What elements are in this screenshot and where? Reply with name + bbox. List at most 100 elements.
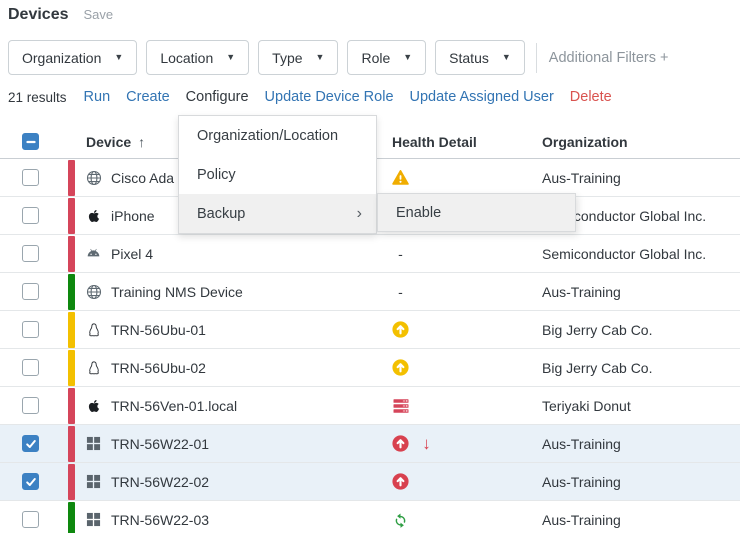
table-body: Cisco Ada Aus-Training iPhone Semiconductor… xyxy=(0,159,740,533)
chevron-right-icon: › xyxy=(356,204,362,222)
action-configure[interactable]: Configure xyxy=(185,89,249,105)
row-checkbox[interactable] xyxy=(22,435,39,452)
filter-label: Organization xyxy=(22,49,102,66)
action-delete[interactable]: Delete xyxy=(569,89,612,105)
organization-cell: Big Jerry Cab Co. xyxy=(542,321,653,338)
menu-item-policy[interactable]: Policy xyxy=(179,155,376,194)
device-cell: TRN-56W22-03 xyxy=(68,501,392,533)
row-checkbox-cell xyxy=(0,473,68,490)
chevron-down-icon: ▼ xyxy=(315,52,325,62)
linux-icon xyxy=(85,321,102,338)
row-checkbox[interactable] xyxy=(22,169,39,186)
device-column-header[interactable]: Device ↑ xyxy=(68,125,392,158)
device-name[interactable]: iPhone xyxy=(111,207,155,224)
table-row[interactable]: Training NMS Device - Aus-Training xyxy=(0,273,740,311)
action-update-assigned-user[interactable]: Update Assigned User xyxy=(409,89,554,105)
device-cell: Pixel 4 xyxy=(68,235,392,272)
filter-dropdown-status[interactable]: Status ▼ xyxy=(435,40,525,75)
device-name[interactable]: Training NMS Device xyxy=(111,283,243,300)
health-detail-cell: - xyxy=(392,245,542,262)
action-update-device-role[interactable]: Update Device Role xyxy=(264,89,394,105)
health-detail-cell xyxy=(392,169,542,186)
organization-cell: Aus-Training xyxy=(542,511,621,528)
filter-dropdown-organization[interactable]: Organization ▼ xyxy=(8,40,138,75)
configure-context-menu: Organization/Location Policy Backup › xyxy=(178,115,377,234)
apple-icon xyxy=(85,207,102,224)
menu-item-organization-location[interactable]: Organization/Location xyxy=(179,116,376,155)
device-name[interactable]: TRN-56W22-03 xyxy=(111,511,210,528)
status-bar-green xyxy=(68,273,75,310)
device-name[interactable]: Pixel 4 xyxy=(111,245,154,262)
row-checkbox[interactable] xyxy=(22,321,39,338)
organization-column-header[interactable]: Organization xyxy=(542,134,740,150)
device-name[interactable]: TRN-56Ven-01.local xyxy=(111,397,238,414)
menu-item-label: Policy xyxy=(197,166,236,183)
table-row[interactable]: TRN-56W22-03 Aus-Training xyxy=(0,501,740,533)
row-checkbox-cell xyxy=(0,169,68,186)
down-arrow-red-icon: ↓ xyxy=(422,434,431,453)
filter-label: Role xyxy=(361,49,391,66)
action-links: Run Create Configure Update Device Role Upda… xyxy=(84,89,612,105)
dash: - xyxy=(398,245,403,262)
device-cell: iPhone xyxy=(68,197,392,234)
table-row[interactable]: TRN-56Ubu-02 Big Jerry Cab Co. xyxy=(0,349,740,387)
device-name[interactable]: Cisco Ada xyxy=(111,169,175,186)
filter-divider xyxy=(535,42,537,73)
filter-label: Type xyxy=(272,49,303,66)
device-header-label: Device xyxy=(86,133,132,150)
action-create[interactable]: Create xyxy=(126,89,170,105)
filter-dropdown-type[interactable]: Type ▼ xyxy=(258,40,339,75)
action-bar: 21 results Run Create Configure Update Devi… xyxy=(8,89,612,105)
row-checkbox[interactable] xyxy=(22,283,39,300)
table-row[interactable]: TRN-56W22-02 Aus-Training xyxy=(0,463,740,501)
health-detail-cell xyxy=(392,321,542,338)
row-checkbox-cell xyxy=(0,435,68,452)
health-header-label: Health Detail xyxy=(392,133,477,150)
table-row[interactable]: Pixel 4 - Semiconductor Global Inc. xyxy=(0,235,740,273)
row-checkbox[interactable] xyxy=(22,359,39,376)
row-checkbox[interactable] xyxy=(22,207,39,224)
status-bar-red xyxy=(68,235,75,272)
warning-triangle-icon xyxy=(392,169,409,186)
device-name[interactable]: TRN-56Ubu-02 xyxy=(111,359,206,376)
row-checkbox-cell xyxy=(0,511,68,528)
health-detail-cell xyxy=(392,397,542,414)
table-row[interactable]: TRN-56W22-01 ↓ Aus-Training xyxy=(0,425,740,463)
select-all-checkbox[interactable] xyxy=(22,133,39,150)
server-red-icon xyxy=(392,397,409,414)
row-checkbox[interactable] xyxy=(22,511,39,528)
filter-dropdown-location[interactable]: Location ▼ xyxy=(146,40,250,75)
health-detail-cell xyxy=(392,511,542,528)
filter-dropdown-role[interactable]: Role ▼ xyxy=(347,40,427,75)
status-bar-red xyxy=(68,425,75,462)
save-button[interactable]: Save xyxy=(83,7,114,22)
device-name[interactable]: TRN-56W22-01 xyxy=(111,435,210,452)
organization-cell: Aus-Training xyxy=(542,283,621,300)
organization-cell: Aus-Training xyxy=(542,435,621,452)
menu-item-enable[interactable]: Enable xyxy=(396,204,442,221)
row-checkbox[interactable] xyxy=(22,473,39,490)
health-detail-cell: ↓ xyxy=(392,435,542,452)
chevron-down-icon: ▼ xyxy=(403,52,413,62)
chevron-down-icon: ▼ xyxy=(226,52,236,62)
results-count: 21 results xyxy=(8,89,67,105)
table-row[interactable]: TRN-56Ven-01.local Teriyaki Donut xyxy=(0,387,740,425)
organization-cell: Teriyaki Donut xyxy=(542,397,631,414)
menu-item-backup[interactable]: Backup › xyxy=(179,194,376,233)
table-row[interactable]: TRN-56Ubu-01 Big Jerry Cab Co. xyxy=(0,311,740,349)
sync-green-icon xyxy=(392,511,409,528)
status-bar-green xyxy=(68,501,75,533)
device-name[interactable]: TRN-56W22-02 xyxy=(111,473,210,490)
health-column-header[interactable]: Health Detail xyxy=(392,134,542,150)
action-run[interactable]: Run xyxy=(83,89,111,105)
additional-filters-button[interactable]: Additional Filters + xyxy=(548,49,669,66)
up-arrow-red-icon xyxy=(392,435,409,452)
row-checkbox[interactable] xyxy=(22,245,39,262)
row-checkbox[interactable] xyxy=(22,397,39,414)
apple-icon xyxy=(85,397,102,414)
windows-icon xyxy=(85,473,102,490)
device-name[interactable]: TRN-56Ubu-01 xyxy=(111,321,206,338)
chevron-down-icon: ▼ xyxy=(501,52,511,62)
organization-cell: Aus-Training xyxy=(542,473,621,490)
